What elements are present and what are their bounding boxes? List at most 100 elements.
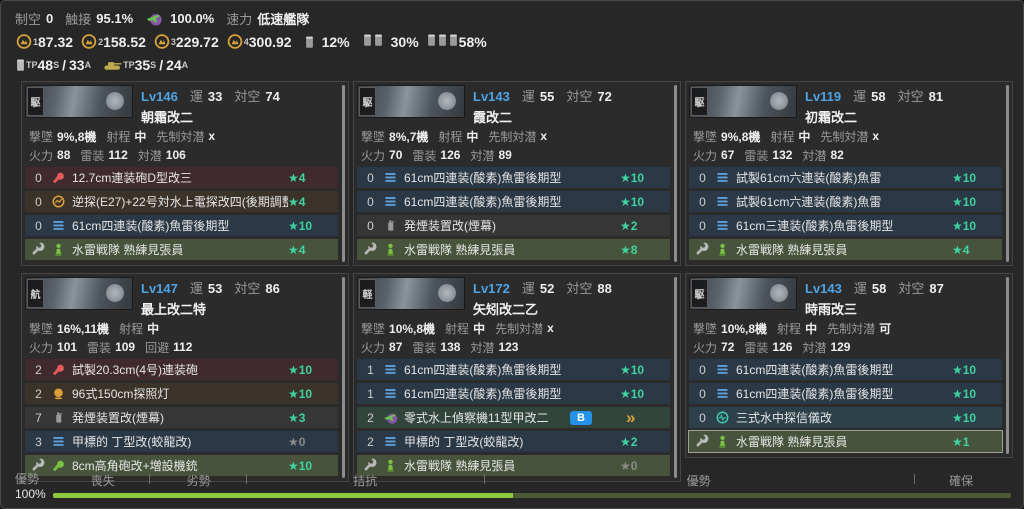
ship-thumbnail: 駆 <box>25 85 133 118</box>
ship-card: 駆 Lv146 運 33 対空 74 朝霜改二 撃墜 9%,8機 射程中 先制対潜 x … <box>21 81 349 266</box>
gauge-value: 300.92 <box>248 33 292 50</box>
gauge-index: 2 <box>98 36 104 47</box>
torpedo-icon <box>382 386 399 401</box>
ship-type-badge: 駆 <box>27 87 44 116</box>
night-recon-seaplane-icon <box>382 410 399 425</box>
ship-type-badge: 駆 <box>691 87 708 116</box>
torpedo-icon <box>714 194 731 209</box>
air-state-current-label: 優勢 <box>15 472 40 486</box>
ship-type-badge: 軽 <box>359 279 376 308</box>
ship-thumbnail: 航 <box>25 277 133 310</box>
improvement-stars: ★10 <box>952 194 977 209</box>
torpedo-icon <box>382 434 399 449</box>
improvement-stars: ★0 <box>288 434 306 449</box>
torpedo-icon <box>382 362 399 377</box>
ship-level: Lv119 <box>805 89 842 104</box>
air-state-marker: 劣勢 <box>186 473 211 488</box>
ship-thumbnail: 軽 <box>357 277 465 310</box>
torpedo-icon <box>382 170 399 185</box>
air-power-label: 制空 <box>15 12 42 27</box>
air-state-tick <box>914 473 916 484</box>
drum-percent: 12% <box>321 33 350 50</box>
tp-s-suffix: S <box>53 59 60 70</box>
improvement-stars: ★0 <box>620 458 638 473</box>
searchlight-icon <box>50 386 67 401</box>
equipment-row: 0 61cm四連装(酸素)魚雷後期型 ★10 <box>25 215 338 236</box>
improvement-stars: ★10 <box>952 410 977 425</box>
night-recon-seaplane-icon <box>145 10 163 27</box>
ship-type-badge: 駆 <box>359 87 376 116</box>
speed-label: 速力 <box>226 12 253 27</box>
ship-level: Lv143 <box>473 89 510 104</box>
equipment-name: 61cm四連装(酸素)魚雷後期型 <box>72 219 230 233</box>
ship-card: 駆 Lv143 運 58 対空 87 時雨改三 撃墜 10%,8機 射程中 先制対潜可… <box>685 273 1013 458</box>
summary-line-3: TP 48 S / 33 A TP 35 S / 24 A <box>15 53 1023 76</box>
wrench-icon <box>30 241 47 256</box>
air-state-tick <box>484 473 486 484</box>
torpedo-icon <box>714 386 731 401</box>
equipment-row: 0 三式水中探信儀改 ★10 <box>689 407 1002 428</box>
equipment-row: 0 試製61cm六連装(酸素)魚雷 ★10 <box>689 167 1002 188</box>
improvement-stars: ★3 <box>288 410 306 425</box>
ship-level: Lv172 <box>473 281 510 296</box>
improvement-stars: ★4 <box>952 242 970 257</box>
drum-x3-icon <box>426 32 459 51</box>
ship-name: 時雨改三 <box>805 302 858 317</box>
equipment-row: 7 発煙装置改(煙幕) ★3 <box>25 407 338 428</box>
luck-value: 33 <box>207 89 223 104</box>
ship-level: Lv143 <box>805 281 842 296</box>
ship-level: Lv146 <box>141 89 178 104</box>
improvement-chevron-icon: » <box>626 407 635 427</box>
lookout-icon <box>382 242 399 257</box>
ship-stats-line: 火力 88 雷装 112 対潜 106 <box>29 148 186 163</box>
ship-stats-line: 火力 72 雷装 126 対潜 129 <box>693 340 851 355</box>
tp-s-suffix: S <box>150 59 157 70</box>
equipment-name: 水雷戦隊 熟練見張員 <box>72 243 184 257</box>
ship-stats-line: 撃墜 9%,8機 射程中 先制対潜 x <box>693 129 880 144</box>
tp-separator: / <box>159 56 164 73</box>
improvement-stars: ★2 <box>620 218 638 233</box>
torpedo-icon <box>714 362 731 377</box>
main-gun-icon <box>50 170 67 185</box>
ship-level: Lv147 <box>141 281 178 296</box>
equipment-row: 2 甲標的 丁型改(蛟龍改) ★2 <box>357 431 670 452</box>
smoke-generator-icon <box>50 410 67 425</box>
improvement-stars: ★10 <box>288 218 313 233</box>
sonar-icon <box>714 410 731 425</box>
improvement-stars: ★8 <box>620 242 638 257</box>
ship-name: 最上改二特 <box>141 302 207 317</box>
lookout-icon <box>714 434 731 449</box>
drum-percent: 58% <box>458 33 487 50</box>
reinforcement-row: 8cm高角砲改+増設機銃 ★10 <box>25 455 338 476</box>
equipment-row: 0 61cm三連装(酸素)魚雷後期型 ★10 <box>689 215 1002 236</box>
reinforcement-row: 水雷戦隊 熟練見張員 ★4 <box>25 239 338 260</box>
improvement-stars: ★4 <box>288 170 306 185</box>
tp-separator: / <box>62 56 66 73</box>
equipment-name: 12.7cm連装砲D型改三 <box>72 171 193 185</box>
ship-thumbnail: 駆 <box>357 85 465 118</box>
lookout-icon <box>50 242 67 257</box>
tp-label: TP <box>123 59 135 70</box>
equipment-row: 0 試製61cm六連装(酸素)魚雷 ★10 <box>689 191 1002 212</box>
drum-icon <box>304 34 315 50</box>
drum-icon <box>15 57 26 73</box>
gauge-index: 4 <box>243 36 249 47</box>
equipment-row: 2 試製20.3cm(4号)連装砲 ★10 <box>25 359 338 380</box>
equipment-name: 逆探(E27)+22号対水上電探改四(後期調整型) <box>72 195 288 209</box>
fleet-summary-header: 制空 0 触接 95.1% 100.0% 速力 低速艦隊 1 87.32 2 158… <box>1 1 1023 76</box>
equipment-row: 1 61cm四連装(酸素)魚雷後期型 ★10 <box>357 383 670 404</box>
air-state-bar-fill <box>53 492 513 498</box>
equipment-count: 0 <box>35 170 42 185</box>
improvement-stars: ★10 <box>952 218 977 233</box>
air-state-marker: 喪失 <box>90 473 115 488</box>
tp-s-value: 48 <box>37 56 54 73</box>
equipment-row: 0 61cm四連装(酸素)魚雷後期型 ★10 <box>689 383 1002 404</box>
tp-a-value: 24 <box>166 56 182 73</box>
drum-percent: 30% <box>390 33 419 50</box>
equipment-row: 3 甲標的 丁型改(蛟龍改) ★0 <box>25 431 338 452</box>
tp-label: TP <box>26 59 38 70</box>
gauge-index: 1 <box>33 36 39 47</box>
smoke-generator-icon <box>382 218 399 233</box>
landing-craft-tank-icon <box>103 57 123 72</box>
